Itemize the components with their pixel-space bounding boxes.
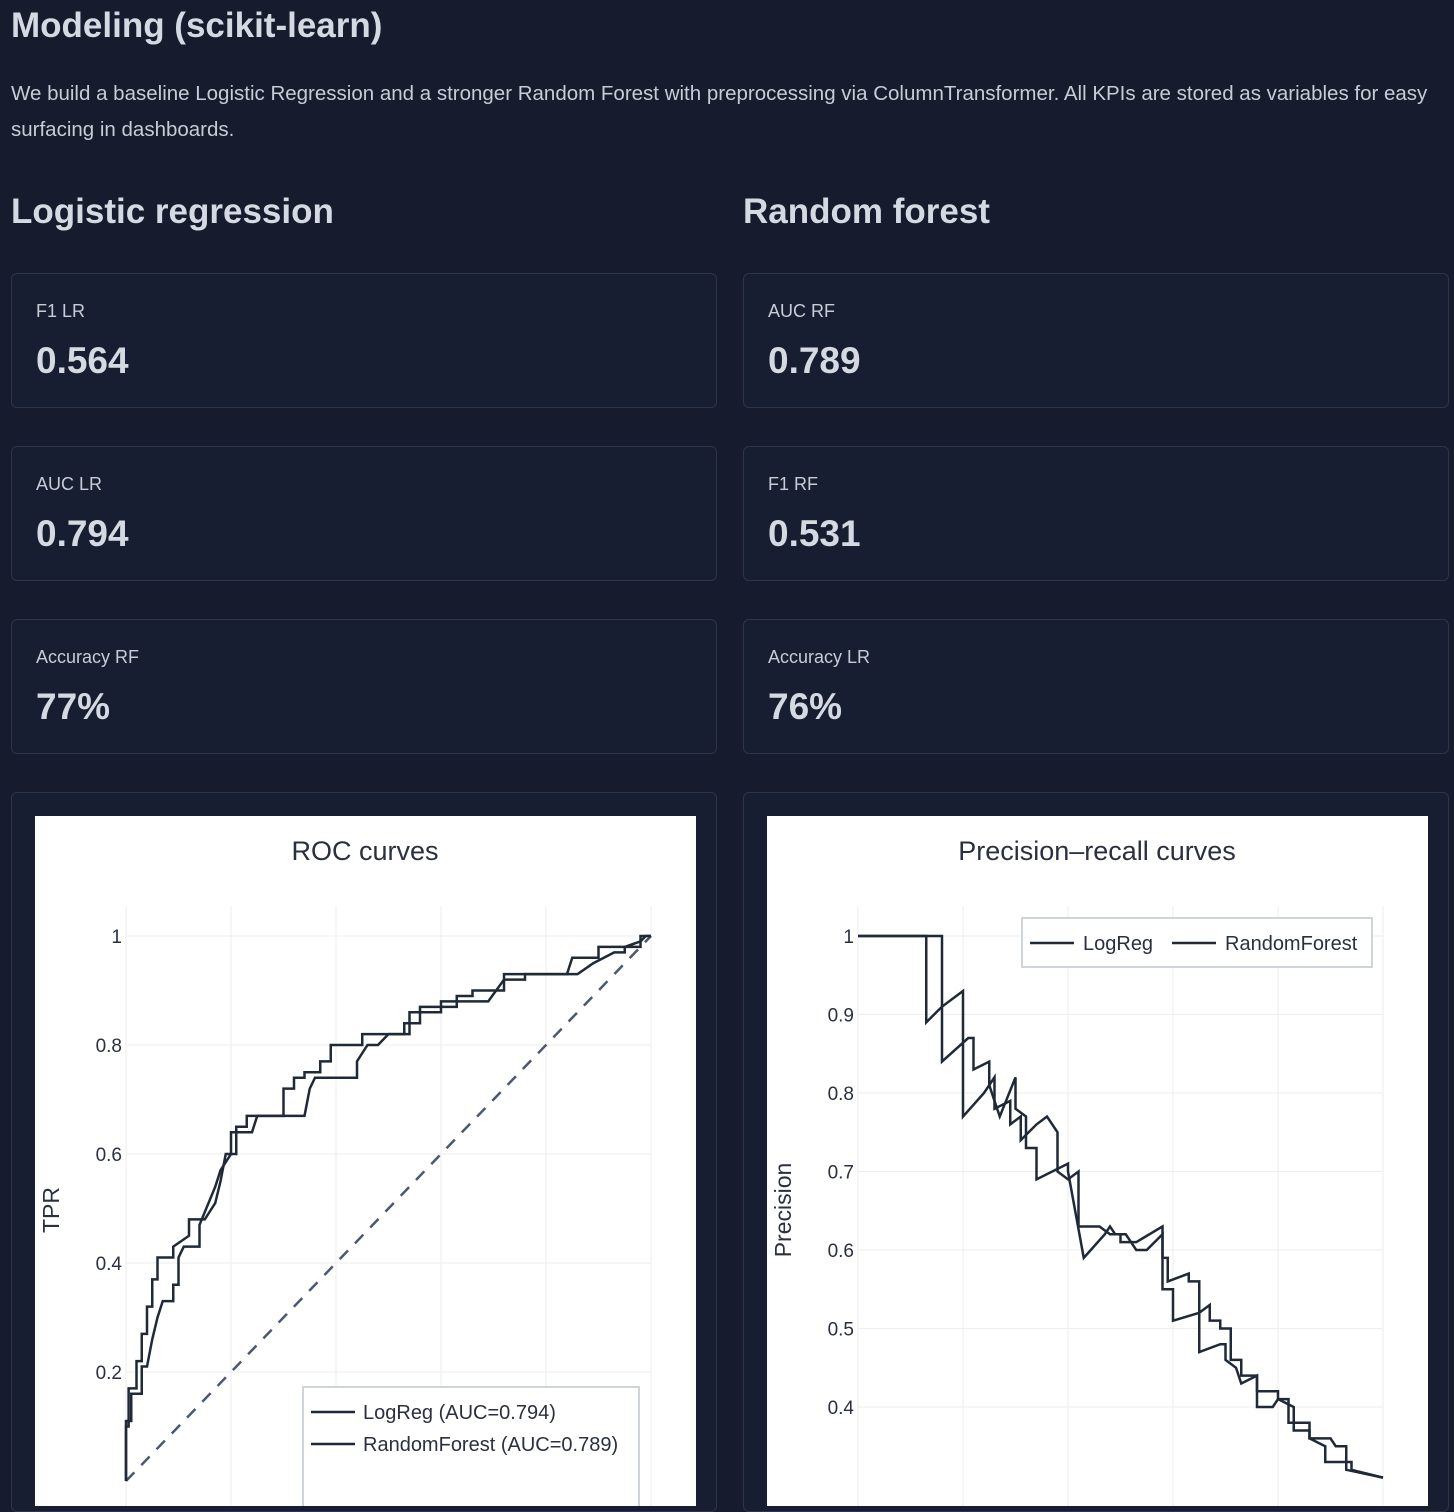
legend-label: LogReg (AUC=0.794) bbox=[363, 1402, 556, 1424]
kpi-value: 77% bbox=[36, 686, 111, 727]
y-tick-label: 0.2 bbox=[96, 1363, 122, 1384]
series-line-logreg bbox=[858, 934, 1384, 1479]
kpi-label: F1 RF bbox=[768, 474, 819, 494]
kpi-value: 0.794 bbox=[36, 513, 129, 554]
kpi-card-auc-rf: AUC RF 0.789 bbox=[743, 273, 1449, 408]
series-line-logreg bbox=[124, 934, 651, 1481]
y-tick-label: 0.8 bbox=[828, 1084, 854, 1105]
roc-chart: ROC curves 0.2 0.4 0.6 0.8 1 TPR LogReg (AUC=0.… bbox=[35, 816, 696, 1506]
kpi-value: 0.531 bbox=[768, 513, 861, 554]
legend-label: LogReg bbox=[1083, 933, 1153, 955]
kpi-card-auc-lr: AUC LR 0.794 bbox=[11, 446, 717, 581]
kpi-value: 76% bbox=[768, 686, 843, 727]
kpi-card-accuracy-rf: Accuracy RF 77% bbox=[11, 619, 717, 754]
intro-text: We build a baseline Logistic Regression … bbox=[11, 82, 1428, 141]
pr-chart: Precision–recall curves 0.4 0.5 0.6 0.7 0.8 0.… bbox=[767, 816, 1428, 1506]
kpi-label: Accuracy LR bbox=[768, 647, 871, 667]
y-tick-label: 0.4 bbox=[96, 1254, 123, 1275]
chart-title: ROC curves bbox=[291, 836, 438, 866]
section-heading-logistic-regression: Logistic regression bbox=[11, 192, 334, 231]
kpi-label: F1 LR bbox=[36, 301, 86, 321]
y-tick-label: 0.8 bbox=[96, 1036, 122, 1057]
legend-label: RandomForest (AUC=0.789) bbox=[363, 1434, 618, 1456]
kpi-value: 0.789 bbox=[768, 340, 861, 381]
section-heading-random-forest: Random forest bbox=[743, 192, 990, 231]
kpi-card-f1-lr: F1 LR 0.564 bbox=[11, 273, 717, 408]
series-line-randomforest bbox=[124, 934, 651, 1481]
y-tick-label: 1 bbox=[111, 927, 122, 948]
y-tick-label: 1 bbox=[843, 927, 854, 948]
series-line-randomforest bbox=[858, 934, 1384, 1479]
y-tick-label: 0.6 bbox=[828, 1241, 854, 1262]
kpi-card-f1-rf: F1 RF 0.531 bbox=[743, 446, 1449, 581]
y-axis-label: Precision bbox=[770, 1163, 796, 1258]
kpi-label: Accuracy RF bbox=[36, 647, 140, 667]
roc-chart-card: ROC curves 0.2 0.4 0.6 0.8 1 TPR LogReg (AUC=0.… bbox=[11, 792, 717, 1512]
y-tick-label: 0.5 bbox=[828, 1320, 854, 1341]
kpi-value: 0.564 bbox=[36, 340, 129, 381]
y-tick-label: 0.9 bbox=[828, 1006, 854, 1027]
y-tick-label: 0.7 bbox=[828, 1163, 854, 1184]
pr-chart-card: Precision–recall curves 0.4 0.5 0.6 0.7 0.8 0.… bbox=[743, 792, 1449, 1512]
y-tick-label: 0.6 bbox=[96, 1145, 122, 1166]
chance-diagonal bbox=[125, 935, 652, 1482]
kpi-label: AUC LR bbox=[36, 474, 103, 494]
kpi-card-accuracy-lr: Accuracy LR 76% bbox=[743, 619, 1449, 754]
y-axis-label: TPR bbox=[38, 1187, 64, 1233]
chart-title: Precision–recall curves bbox=[958, 836, 1236, 866]
y-tick-label: 0.4 bbox=[828, 1398, 855, 1419]
kpi-label: AUC RF bbox=[768, 301, 835, 321]
page-title: Modeling (scikit-learn) bbox=[11, 6, 383, 45]
legend-label: RandomForest bbox=[1225, 933, 1358, 955]
